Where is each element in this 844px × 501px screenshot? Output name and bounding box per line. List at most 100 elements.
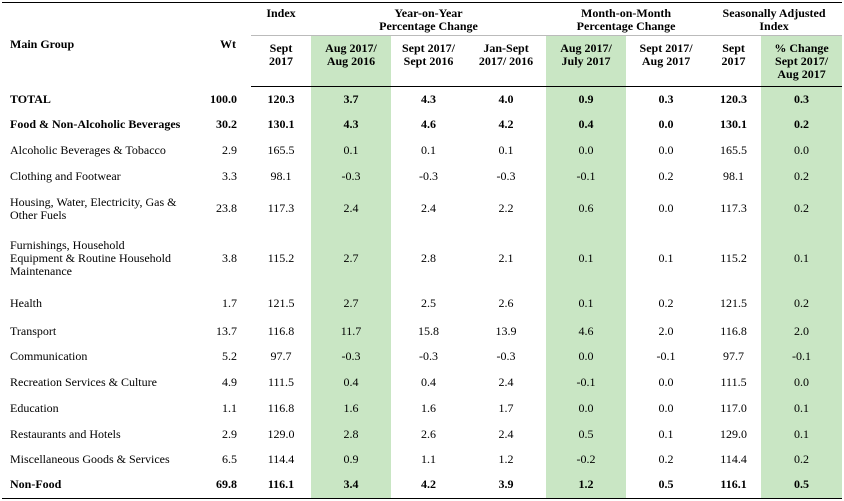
row-label: Communication [10, 349, 88, 363]
table-cell: 116.8 [720, 323, 747, 338]
table-cell: -0.3 [311, 163, 391, 189]
table-cell: 97.7 [723, 349, 745, 363]
table-cell: 2.4 [311, 188, 391, 229]
table-cell: 2.8 [311, 421, 391, 447]
header-cell: Main Group [2, 2, 205, 87]
header-row: Main Group Wt Index Year-on-Year Percent… [2, 2, 843, 87]
table-cell: 115.2 [720, 251, 747, 265]
table-row: Alcoholic Beverages & Tobacco 2.9 165.5 0.1… [2, 136, 843, 164]
table-cell: 121.5 [267, 296, 295, 310]
row-label: Miscellaneous Goods & Services [10, 451, 170, 466]
row-label: Non-Food [2, 471, 205, 499]
table-cell: 4.2 [498, 116, 514, 131]
table-cell: 0.0 [658, 401, 674, 415]
table-cell: 129.0 [267, 426, 295, 441]
header-cell: Sept 2017 [251, 35, 311, 87]
table-cell: 98.1 [270, 168, 292, 183]
table-cell: 97.7 [270, 349, 292, 363]
table-cell: 129.0 [720, 426, 748, 441]
table-cell: 3.7 [311, 86, 391, 112]
table-cell: 0.0 [658, 375, 674, 389]
table-cell: 0.0 [761, 136, 843, 164]
table-cell: 2.9 [222, 426, 237, 441]
table-cell: 2.6 [421, 426, 436, 441]
table-cell: 0.1 [421, 142, 436, 157]
table-cell: 2.4 [498, 375, 514, 389]
table-cell: 116.8 [267, 323, 295, 338]
table-cell: 4.3 [421, 91, 436, 106]
table-cell: 3.3 [222, 168, 237, 183]
table-header: Main Group Wt Index Year-on-Year Percent… [2, 2, 843, 87]
table-cell: 4.2 [391, 471, 466, 499]
table-cell: -0.1 [546, 163, 627, 189]
table-cell: 0.1 [546, 228, 627, 289]
table-cell: 114.4 [720, 451, 747, 466]
table-cell: 1.2 [498, 451, 514, 466]
table-cell: -0.3 [496, 349, 516, 363]
table-cell: 1.6 [311, 395, 391, 422]
table-cell: 130.1 [267, 116, 295, 131]
row-label: Clothing and Footwear [10, 168, 121, 183]
table-cell: 0.1 [311, 136, 391, 164]
table-cell: 165.5 [267, 142, 295, 157]
table-cell: 4.0 [498, 91, 514, 106]
table-cell: 2.0 [761, 318, 843, 344]
table-cell: 1.2 [546, 471, 627, 499]
table-cell: 0.0 [658, 116, 674, 131]
table-cell: -0.1 [656, 349, 676, 363]
table-cell: 30.2 [216, 116, 237, 131]
table-cell: 117.3 [267, 201, 295, 215]
table-cell: 0.3 [658, 91, 674, 106]
table-cell: 2.2 [498, 201, 514, 215]
table-cell: -0.3 [419, 168, 438, 183]
table-cell: 1.1 [222, 401, 237, 415]
header-cell: Seasonally Adjusted Index [706, 2, 843, 36]
table-cell: 100.0 [210, 91, 237, 106]
table-row: Clothing and Footwear 3.3 98.1 -0.3 -0.3 -0.3… [2, 163, 843, 189]
table-cell: 1.6 [421, 401, 436, 415]
table-cell: 111.5 [720, 375, 747, 389]
row-label: Education [10, 401, 59, 415]
table-cell: 98.1 [723, 168, 745, 183]
header-cell: Index [251, 2, 311, 36]
table-cell: 117.0 [720, 401, 747, 415]
header-row: Sept 2017 Aug 2017/ Aug 2016 Sept 2017/ Se… [2, 35, 843, 87]
table-row: Non-Food 69.8 116.1 3.4 4.2 3.9 1.2 0.5 116.1 0.5 [2, 471, 843, 499]
table-cell: 0.0 [761, 369, 843, 396]
table-cell: 11.7 [311, 318, 391, 344]
header-cell: % Change Sept 2017/ Aug 2017 [761, 35, 843, 87]
table-cell: 0.5 [761, 471, 843, 499]
table-cell: 0.1 [498, 142, 514, 157]
header-cell: Aug 2017/ July 2017 [546, 35, 627, 87]
table-row: Communication 5.2 97.7 -0.3 -0.3 -0.3 0.0 -0.1 9… [2, 343, 843, 370]
table-cell: 0.1 [546, 288, 627, 319]
table-cell: 0.2 [658, 168, 674, 183]
table-cell: 0.4 [311, 369, 391, 396]
table-cell: 0.9 [311, 446, 391, 472]
table-row: Health 1.7 121.5 2.7 2.5 2.6 0.1 0.2 121.5 0.2 [2, 288, 843, 319]
table-cell: 111.5 [267, 375, 295, 389]
table-cell: 2.7 [311, 228, 391, 289]
table-cell: 2.0 [658, 323, 674, 338]
row-label: Alcoholic Beverages & Tobacco [10, 142, 166, 157]
header-cell: Wt [205, 2, 251, 87]
table-cell: 0.5 [546, 421, 627, 447]
table-cell: 0.3 [761, 86, 843, 112]
table-cell: 0.2 [658, 451, 674, 466]
header-cell: Year-on-Year Percentage Change [311, 2, 547, 36]
table-cell: 15.8 [418, 323, 439, 338]
table-cell: 115.2 [267, 251, 295, 265]
table-cell: 2.7 [311, 288, 391, 319]
table-cell: 0.0 [546, 395, 627, 422]
table-cell: 120.3 [720, 91, 748, 106]
table-row: Miscellaneous Goods & Services 6.5 114.4 0.… [2, 446, 843, 472]
table-cell: 0.1 [761, 228, 843, 289]
table-cell: 4.9 [222, 375, 237, 389]
table-cell: 0.2 [761, 111, 843, 137]
table-cell: 2.6 [498, 296, 514, 310]
table-cell: 0.2 [761, 446, 843, 472]
table-cell: 2.4 [421, 201, 436, 215]
table-row: Food & Non-Alcoholic Beverages 30.2 130.1 4… [2, 111, 843, 137]
